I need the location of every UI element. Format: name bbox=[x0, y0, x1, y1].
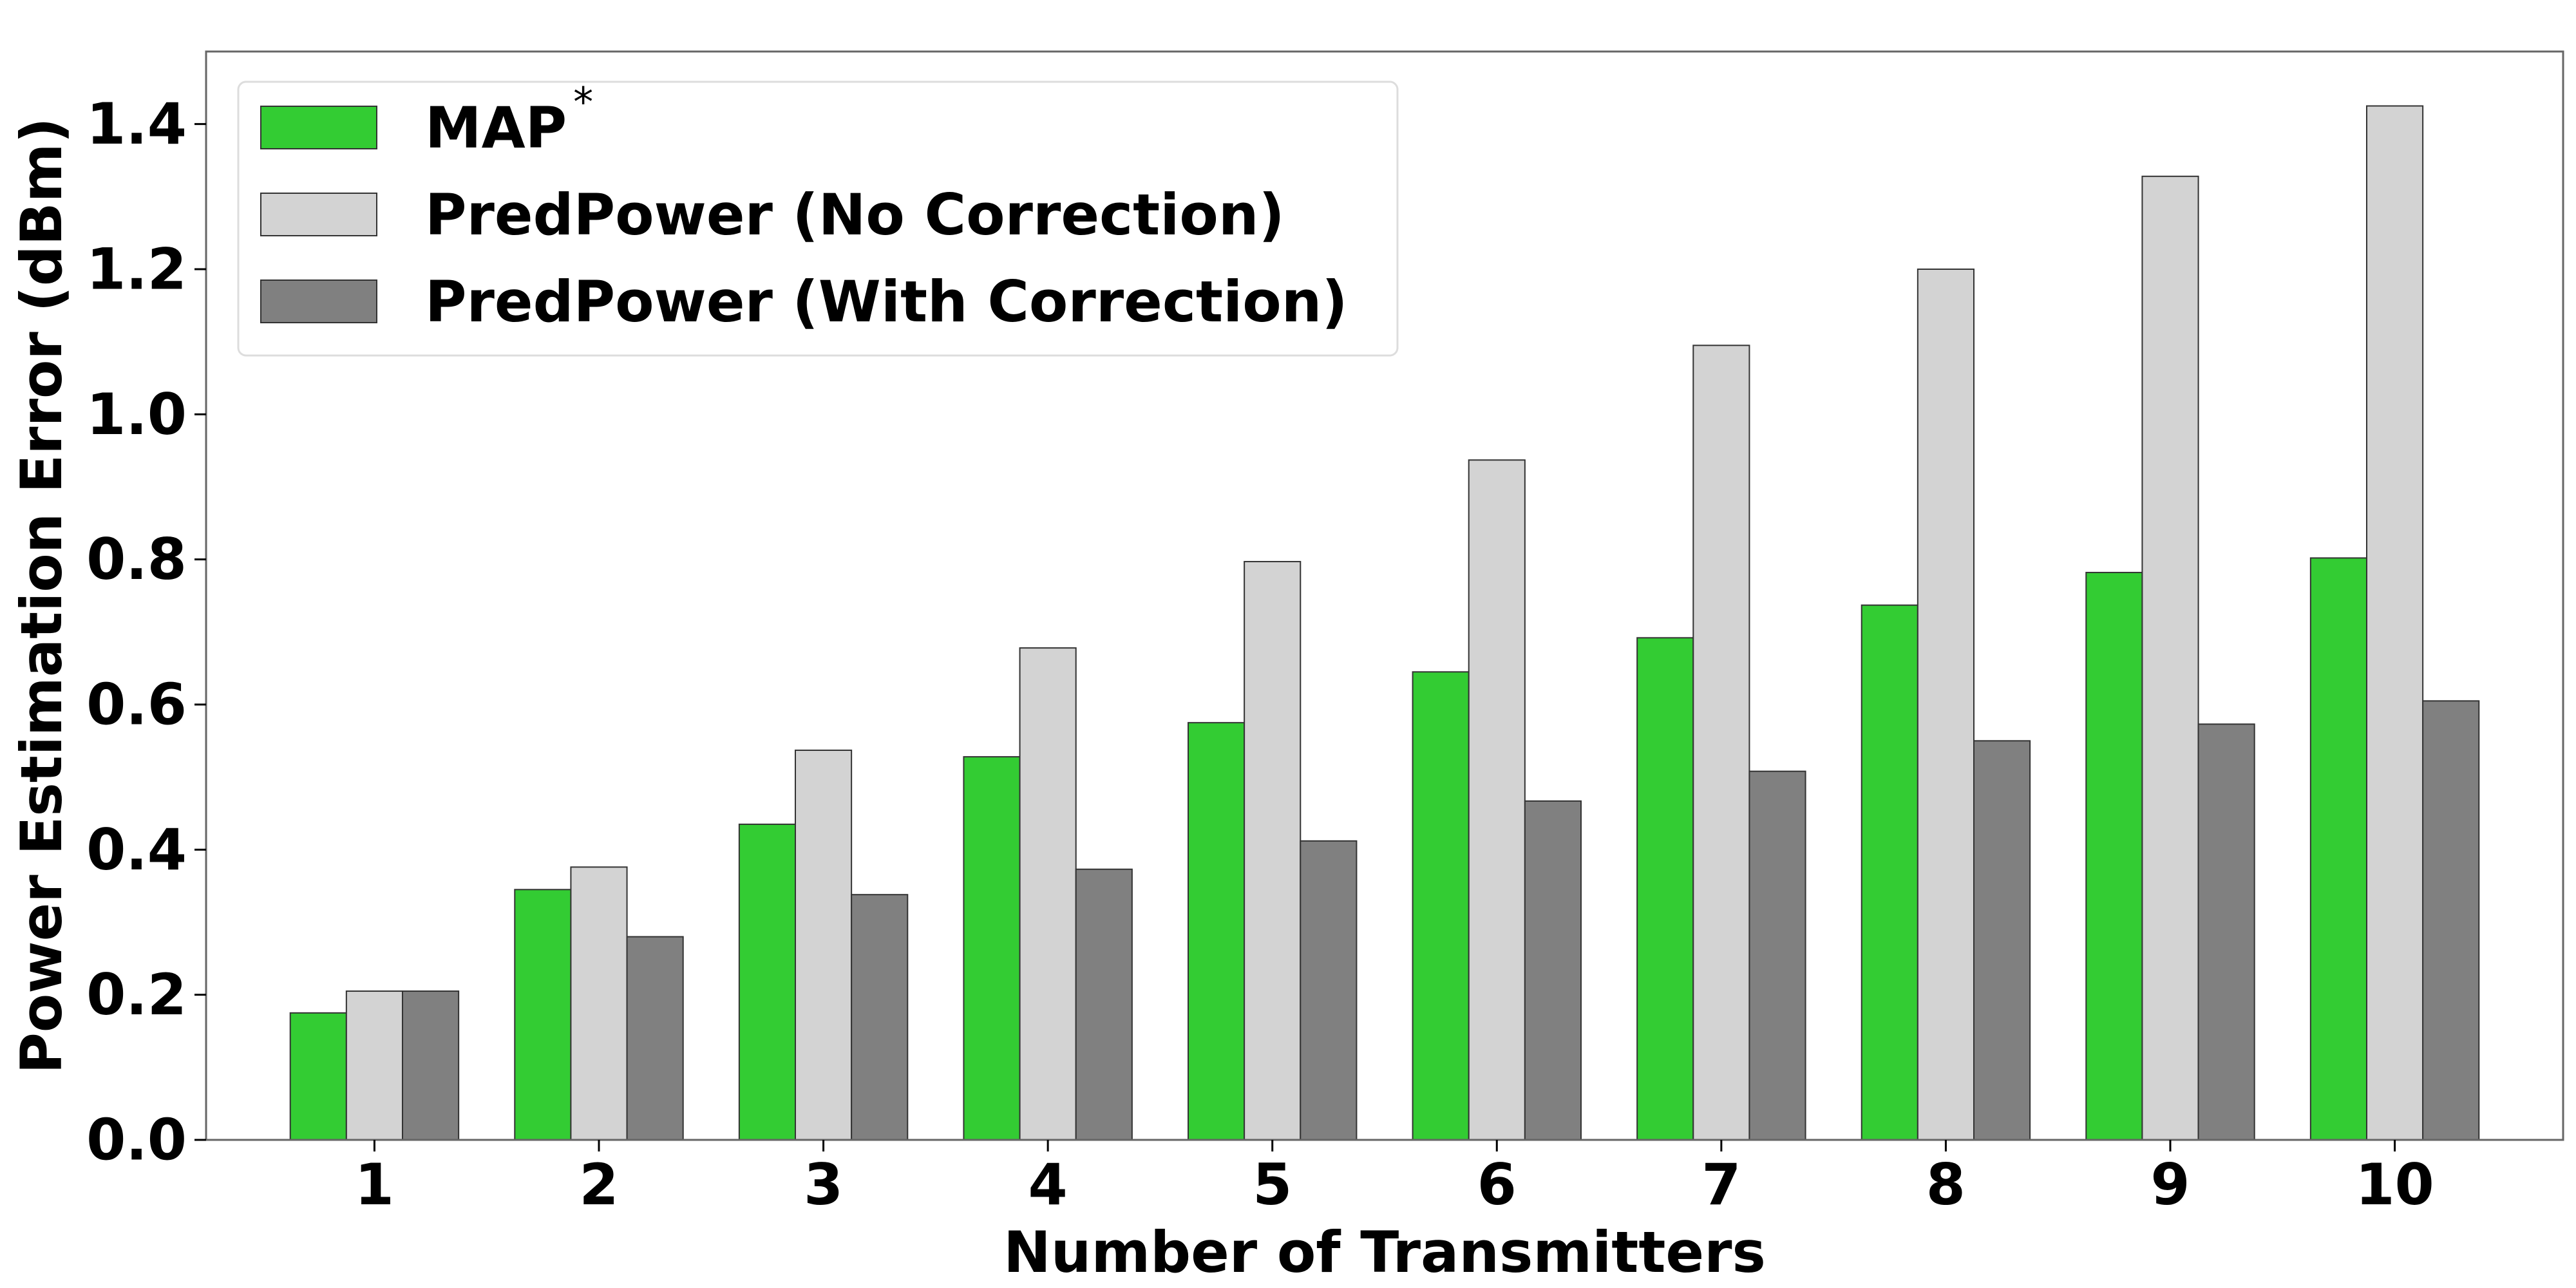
x-tick-label: 7 bbox=[1701, 1151, 1741, 1218]
y-tick-label: 0.2 bbox=[86, 961, 187, 1028]
bar-2-7 bbox=[1692, 345, 1750, 1141]
legend-label-text: MAP bbox=[425, 95, 567, 161]
bar-1-8 bbox=[1861, 604, 1918, 1141]
bar-2-6 bbox=[1468, 459, 1526, 1141]
bar-3-5 bbox=[1300, 840, 1358, 1141]
bar-1-7 bbox=[1636, 637, 1694, 1141]
bar-3-6 bbox=[1524, 800, 1582, 1141]
bar-2-8 bbox=[1917, 269, 1975, 1141]
legend-label-1: MAP * bbox=[425, 79, 593, 161]
bar-1-4 bbox=[963, 756, 1021, 1141]
bar-1-6 bbox=[1412, 671, 1470, 1141]
y-tick-label: 0.4 bbox=[86, 817, 187, 883]
x-tick-label: 3 bbox=[804, 1151, 843, 1218]
bar-3-3 bbox=[851, 894, 909, 1141]
bar-3-4 bbox=[1075, 868, 1133, 1141]
bar-3-1 bbox=[402, 990, 460, 1141]
legend-label-3: PredPower (With Correction) bbox=[425, 269, 1348, 335]
y-axis-label: Power Estimation Error (dBm) bbox=[8, 117, 75, 1074]
legend: MAP * PredPower (No Correction) PredPower (… bbox=[237, 79, 1399, 357]
bar-3-10 bbox=[2422, 700, 2480, 1141]
bar-2-5 bbox=[1244, 561, 1302, 1141]
legend-swatch-1 bbox=[260, 106, 377, 149]
bar-1-1 bbox=[289, 1012, 347, 1141]
bar-1-9 bbox=[2085, 571, 2143, 1141]
x-tick-label: 8 bbox=[1926, 1151, 1965, 1218]
legend-label-2: PredPower (No Correction) bbox=[425, 182, 1285, 248]
bar-2-10 bbox=[2366, 105, 2424, 1141]
bar-2-3 bbox=[795, 749, 853, 1141]
y-tick-label: 1.2 bbox=[86, 236, 187, 303]
x-tick-label: 9 bbox=[2150, 1151, 2190, 1218]
bar-2-9 bbox=[2141, 175, 2199, 1141]
bar-3-7 bbox=[1748, 770, 1806, 1141]
legend-label-text: PredPower (With Correction) bbox=[425, 269, 1348, 335]
bar-3-9 bbox=[2197, 723, 2255, 1141]
x-axis: 1 2 3 4 5 6 7 8 9 10 bbox=[355, 1140, 2434, 1218]
legend-swatch-2 bbox=[260, 193, 377, 236]
y-tick-label: 0.6 bbox=[86, 672, 187, 738]
y-tick-label: 1.0 bbox=[86, 381, 187, 448]
y-axis: 0.0 0.2 0.4 0.6 0.8 1.0 1.2 1.4 bbox=[86, 91, 206, 1173]
x-tick-label: 6 bbox=[1477, 1151, 1517, 1218]
plot-frame bbox=[205, 50, 2564, 1141]
y-tick-label: 1.4 bbox=[86, 91, 187, 157]
x-tick-label: 5 bbox=[1253, 1151, 1292, 1218]
bar-3-2 bbox=[626, 936, 684, 1141]
legend-label-superscript: * bbox=[573, 79, 593, 126]
x-tick-label: 1 bbox=[355, 1151, 394, 1218]
bar-1-10 bbox=[2309, 557, 2368, 1141]
x-tick-label: 4 bbox=[1028, 1151, 1068, 1218]
x-tick-label: 10 bbox=[2355, 1151, 2434, 1218]
y-tick-label: 0.0 bbox=[86, 1107, 187, 1173]
bar-1-2 bbox=[514, 889, 572, 1141]
legend-swatch-3 bbox=[260, 279, 377, 323]
x-tick-label: 2 bbox=[579, 1151, 618, 1218]
bar-1-3 bbox=[738, 823, 797, 1141]
bar-1-5 bbox=[1188, 722, 1245, 1141]
bar-2-1 bbox=[345, 990, 403, 1141]
legend-label-text: PredPower (No Correction) bbox=[425, 182, 1285, 248]
bar-2-4 bbox=[1019, 647, 1077, 1141]
bars-group bbox=[289, 105, 2480, 1141]
legend-box bbox=[237, 80, 1399, 357]
y-tick-label: 0.8 bbox=[86, 526, 187, 592]
bar-3-8 bbox=[1973, 740, 2031, 1141]
x-axis-label: Number of Transmitters bbox=[1003, 1219, 1766, 1285]
bar-2-2 bbox=[570, 866, 628, 1141]
